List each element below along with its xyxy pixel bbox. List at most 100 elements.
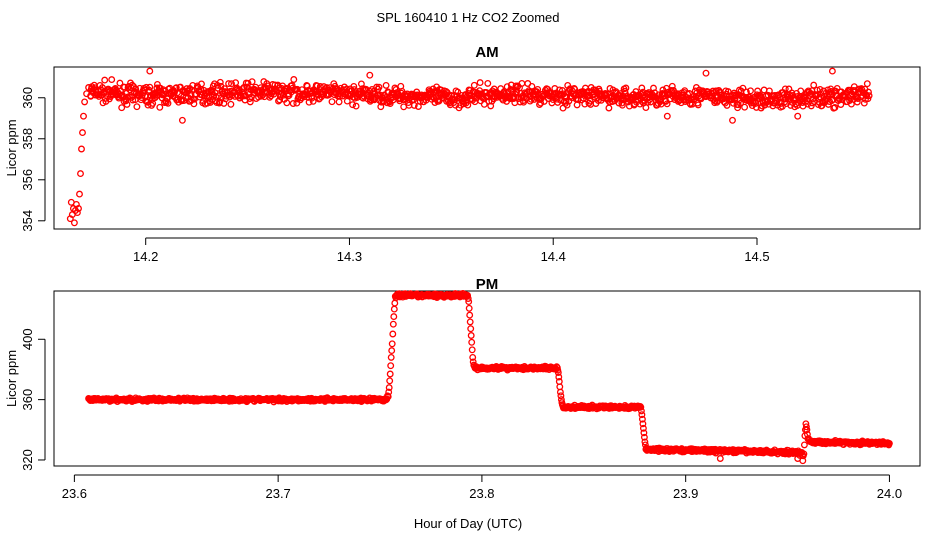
- data-point: [248, 78, 256, 86]
- data-point: [190, 100, 198, 108]
- data-point: [668, 82, 676, 90]
- data-point: [470, 81, 478, 89]
- y-tick-label: 360: [20, 389, 35, 411]
- data-point: [384, 393, 392, 401]
- data-point: [663, 100, 671, 108]
- data-point: [79, 129, 86, 137]
- data-point: [366, 71, 374, 79]
- data-point: [467, 325, 475, 333]
- data-point: [831, 104, 839, 111]
- y-axis: 354 356 358 360: [20, 87, 46, 232]
- data-point: [387, 362, 395, 370]
- data-point: [388, 340, 396, 348]
- y-axis-label: Licor ppm: [4, 119, 19, 176]
- data-point: [70, 219, 78, 227]
- data-point: [663, 112, 671, 120]
- data-point: [605, 104, 613, 112]
- data-point: [650, 84, 657, 92]
- data-point: [81, 98, 89, 106]
- x-axis: 23.6 23.7 23.8 23.9 24.0: [62, 474, 902, 501]
- data-point: [466, 311, 474, 319]
- data-point: [810, 81, 818, 89]
- data-point: [465, 298, 473, 306]
- data-point: [469, 353, 477, 361]
- data-point: [562, 97, 570, 105]
- data-point: [146, 67, 154, 75]
- data-point: [216, 98, 224, 106]
- data-point: [375, 83, 383, 91]
- data-point: [765, 87, 773, 95]
- x-tick-label: 14.3: [337, 249, 362, 264]
- data-point: [386, 370, 394, 378]
- data-point: [389, 330, 397, 338]
- data-points: [66, 67, 873, 227]
- data-point: [853, 98, 861, 106]
- data-point: [802, 423, 810, 431]
- data-point: [309, 97, 317, 105]
- data-point: [694, 101, 702, 109]
- data-point: [385, 388, 393, 396]
- data-point: [885, 439, 893, 447]
- data-point: [108, 76, 116, 84]
- data-point: [702, 69, 710, 77]
- data-point: [640, 429, 648, 437]
- data-point: [484, 79, 492, 87]
- data-point: [129, 96, 137, 104]
- data-point: [77, 170, 84, 178]
- data-point: [554, 369, 562, 376]
- data-point: [128, 81, 136, 89]
- data-point: [244, 79, 252, 87]
- data-point: [290, 76, 298, 83]
- data-point: [101, 76, 109, 84]
- data-point: [289, 100, 297, 107]
- x-tick-label: 14.5: [744, 249, 769, 264]
- data-point: [476, 79, 484, 87]
- x-tick-label: 14.2: [133, 249, 158, 264]
- data-point: [386, 377, 394, 385]
- panel-title: AM: [475, 44, 498, 61]
- x-tick-label: 24.0: [877, 486, 902, 501]
- data-point: [638, 84, 646, 92]
- data-point: [121, 83, 129, 91]
- data-point: [641, 438, 649, 446]
- data-point: [800, 441, 808, 449]
- data-point: [122, 97, 130, 105]
- data-point: [803, 97, 811, 105]
- data-point: [313, 82, 321, 90]
- data-point: [716, 455, 724, 462]
- data-point: [618, 101, 626, 109]
- y-tick-label: 354: [20, 210, 35, 232]
- data-point: [132, 85, 140, 93]
- data-point: [468, 338, 476, 346]
- figure-title: SPL 160410 1 Hz CO2 Zoomed: [376, 10, 559, 25]
- data-point: [466, 318, 474, 326]
- data-point: [164, 99, 172, 107]
- x-axis-label: Hour of Day (UTC): [414, 516, 522, 531]
- data-point: [622, 84, 630, 92]
- data-point: [863, 80, 871, 88]
- data-point: [387, 353, 395, 361]
- y-axis-label: Licor ppm: [4, 350, 19, 407]
- data-point: [556, 388, 564, 396]
- data-point: [860, 99, 868, 107]
- data-point: [537, 99, 545, 107]
- data-point: [410, 101, 418, 109]
- data-point: [283, 99, 291, 107]
- data-point: [464, 292, 472, 299]
- data-point: [246, 95, 254, 102]
- data-points: [85, 290, 893, 465]
- data-point: [467, 332, 475, 339]
- data-point: [534, 85, 542, 93]
- data-point: [468, 346, 476, 354]
- data-point: [752, 99, 760, 107]
- data-point: [228, 80, 235, 88]
- data-point: [352, 102, 360, 110]
- data-point: [737, 99, 744, 107]
- data-point: [464, 295, 472, 302]
- y-tick-label: 400: [20, 328, 35, 350]
- panel-pm: PM Licor ppm 23.6 23.7 23.8 23.9 24.0 320 360 400: [4, 276, 921, 501]
- data-point: [865, 92, 873, 100]
- data-point: [123, 100, 131, 108]
- data-point: [465, 304, 473, 312]
- data-point: [469, 358, 477, 366]
